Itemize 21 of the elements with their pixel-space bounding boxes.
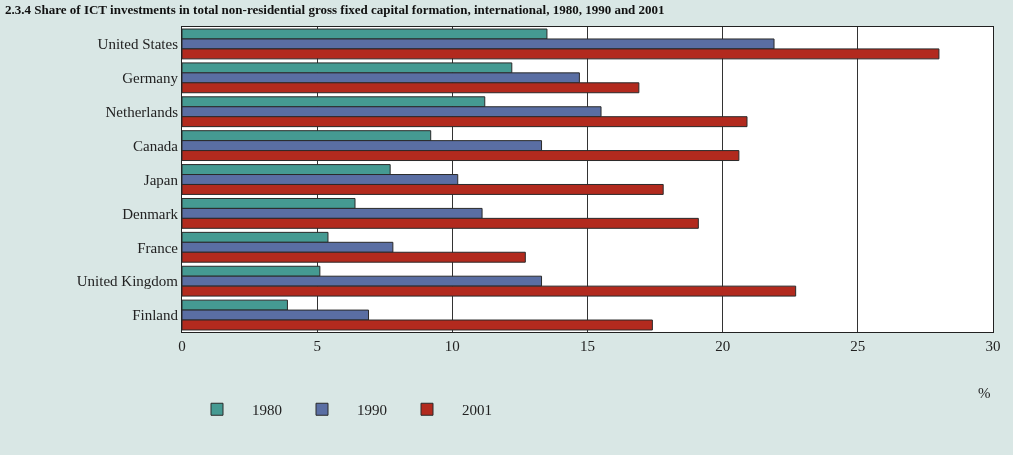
x-tick-label: 5 — [313, 338, 321, 354]
legend-label: 2001 — [462, 402, 492, 419]
y-tick-label: United Kingdom — [76, 273, 179, 290]
x-axis-title: % — [978, 385, 991, 401]
x-tick-label: 10 — [444, 338, 460, 354]
y-tick-label: United States — [97, 36, 179, 53]
y-tick-label: France — [137, 239, 179, 256]
legend-label: 1990 — [357, 402, 387, 419]
x-tick-label: 0 — [178, 338, 186, 354]
y-tick-label: Germany — [122, 70, 179, 87]
chart-title: 2.3.4 Share of ICT investments in total non-residential gross fixed capital formation, international, 1980, 1990 and 2001 — [5, 1, 665, 17]
x-tick-label: 25 — [850, 338, 866, 354]
y-tick-label: Canada — [133, 137, 179, 154]
y-tick-label: Japan — [143, 171, 179, 188]
y-tick-label: Finland — [132, 307, 179, 324]
y-tick-label: Denmark — [122, 205, 179, 222]
x-tick-label: 30 — [985, 338, 1001, 354]
legend-label: 1980 — [252, 402, 282, 419]
y-tick-label: Netherlands — [105, 103, 179, 120]
x-tick-label: 15 — [580, 338, 595, 354]
x-tick-label: 20 — [715, 338, 731, 354]
